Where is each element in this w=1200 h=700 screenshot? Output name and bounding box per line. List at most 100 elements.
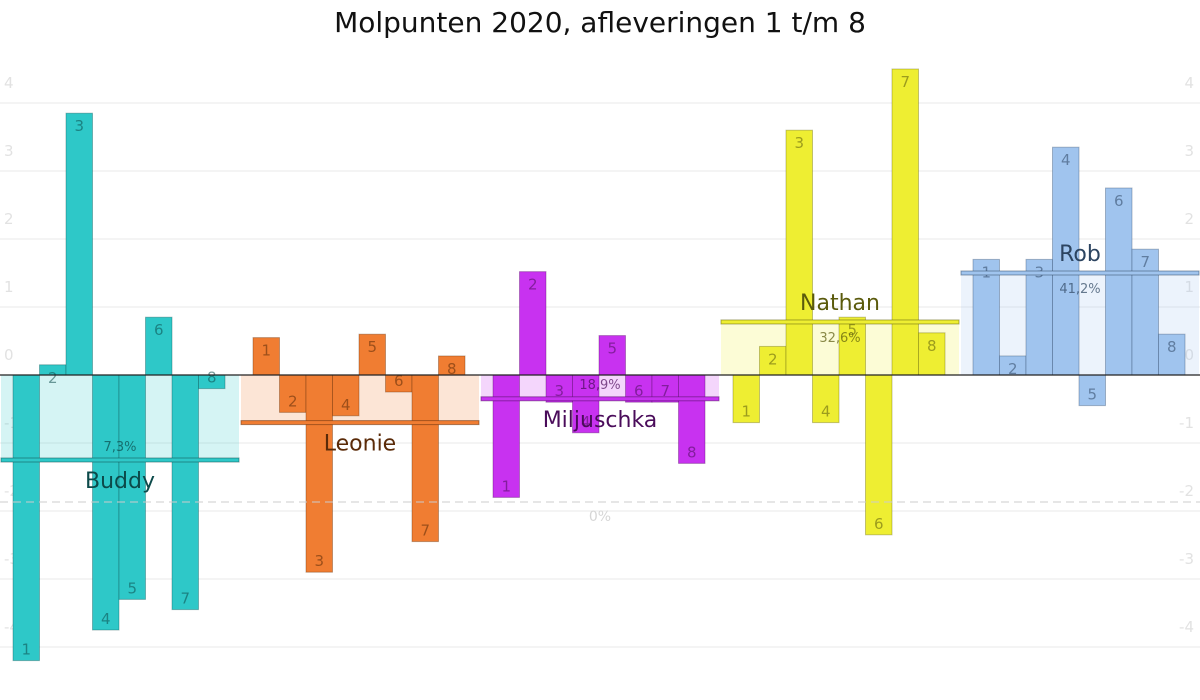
bar-label: 8 xyxy=(687,443,697,461)
average-line xyxy=(240,420,480,426)
y-tick-label-right: 3 xyxy=(1184,142,1194,160)
bar xyxy=(1131,248,1159,376)
series-name-label: Leonie xyxy=(324,432,396,457)
y-tick-label-left: 1 xyxy=(4,278,14,296)
grid xyxy=(0,102,1200,648)
bar xyxy=(145,316,173,376)
bar xyxy=(598,335,626,376)
bar-label: 5 xyxy=(127,579,137,597)
bar-label: 5 xyxy=(367,338,377,356)
bar xyxy=(572,374,600,434)
series-group-nathan: 1 2 3 4 5 6 7 8 Nathan 32,6% xyxy=(720,68,960,536)
bar xyxy=(918,332,946,376)
bar xyxy=(305,374,333,573)
bar xyxy=(332,374,360,417)
bar-label: 8 xyxy=(927,337,937,355)
series-name-label: Miljuschka xyxy=(543,408,658,433)
series-group-rob: 12345678Rob41,2% xyxy=(960,146,1200,407)
bar-label: 7 xyxy=(420,522,430,540)
y-tick-label-right: -3 xyxy=(1179,550,1194,568)
bar-label: 4 xyxy=(1061,151,1071,169)
bar xyxy=(1078,374,1106,407)
bar-label: 6 xyxy=(154,321,164,339)
bar-label: 6 xyxy=(1114,192,1124,210)
y-tick-label-right: 1 xyxy=(1184,278,1194,296)
bar-label: 3 xyxy=(794,134,804,152)
bar xyxy=(171,374,199,611)
average-line xyxy=(0,457,240,463)
y-tick-label-right: 2 xyxy=(1184,210,1194,228)
series-name-label: Buddy xyxy=(85,469,155,494)
y-tick-label-left: 4 xyxy=(4,74,14,92)
bar-label: 5 xyxy=(847,321,857,339)
series-group-leonie: 1 2 3 4 56 7 8 Leonie xyxy=(240,333,480,573)
series-name-label: Rob xyxy=(1059,242,1101,267)
average-line xyxy=(960,270,1200,276)
y-tick-label-right: -2 xyxy=(1179,482,1194,500)
y-tick-label-right: -1 xyxy=(1179,414,1194,432)
bar xyxy=(785,129,813,376)
percent-label: 7,3% xyxy=(103,440,136,455)
bar-label: 4 xyxy=(101,610,111,628)
bar-label: 6 xyxy=(394,372,404,390)
chart-title: Molpunten 2020, afleveringen 1 t/m 8 xyxy=(334,6,866,39)
y-tick-label-right: 0 xyxy=(1184,346,1194,364)
bar xyxy=(865,374,893,536)
bar-label: 3 xyxy=(314,552,324,570)
series-group-miljuschka: 1 2 34 5 6 7 8 Miljuschka 18,9% xyxy=(480,271,720,498)
bar-label: 7 xyxy=(900,73,910,91)
reference-line: 0% xyxy=(0,501,1200,525)
bar-label: 2 xyxy=(288,392,298,410)
y-tick-label-left: 0 xyxy=(4,346,14,364)
bar-label: 1 xyxy=(741,403,751,421)
reference-label: 0% xyxy=(589,509,611,525)
bar xyxy=(519,271,547,376)
series-group-buddy: 1 2 3 45 6 7 8 Buddy 7,3% xyxy=(0,112,240,662)
bar xyxy=(1105,187,1133,376)
y-tick-label-right: 4 xyxy=(1184,74,1194,92)
bar xyxy=(12,374,40,662)
bar-label: 3 xyxy=(554,382,564,400)
bar-label: 7 xyxy=(180,590,190,608)
y-ticks-right: -4 -3 -2 -1 0 1 2 3 4 xyxy=(1179,74,1194,636)
average-line xyxy=(480,396,720,402)
bar-label: 5 xyxy=(1087,386,1097,404)
bar xyxy=(411,374,439,543)
bar xyxy=(838,316,866,376)
bar-label: 7 xyxy=(1140,253,1150,271)
average-area xyxy=(241,375,479,423)
bar xyxy=(118,374,146,600)
average-line xyxy=(720,319,960,325)
bar xyxy=(492,374,520,498)
percent-label: 41,2% xyxy=(1059,282,1100,297)
bar-label: 8 xyxy=(207,369,217,387)
bar-label: 6 xyxy=(874,515,884,533)
bar xyxy=(972,258,1000,376)
bar-label: 2 xyxy=(48,369,58,387)
bar-label: 1 xyxy=(261,342,271,360)
bar-label: 8 xyxy=(1167,338,1177,356)
bar xyxy=(891,68,919,376)
bar xyxy=(732,374,760,424)
bar-label: 6 xyxy=(634,382,644,400)
y-tick-label-left: 2 xyxy=(4,210,14,228)
percent-label: 32,6% xyxy=(819,331,860,346)
bar xyxy=(358,333,386,376)
bar-label: 1 xyxy=(21,641,31,659)
bar-label: 3 xyxy=(74,117,84,135)
bar xyxy=(1052,146,1080,376)
bar-label: 2 xyxy=(528,276,538,294)
bar-label: 8 xyxy=(447,360,457,378)
percent-label: 18,9% xyxy=(579,378,620,393)
series-name-label: Nathan xyxy=(800,291,880,316)
bar-label: 7 xyxy=(660,382,670,400)
bar-label: 4 xyxy=(821,403,831,421)
bar-label: 4 xyxy=(581,413,591,431)
bar xyxy=(678,374,706,464)
bar-label: 4 xyxy=(341,396,351,414)
bar xyxy=(65,112,93,376)
bar-label: 2 xyxy=(768,350,778,368)
bar xyxy=(1158,333,1186,376)
